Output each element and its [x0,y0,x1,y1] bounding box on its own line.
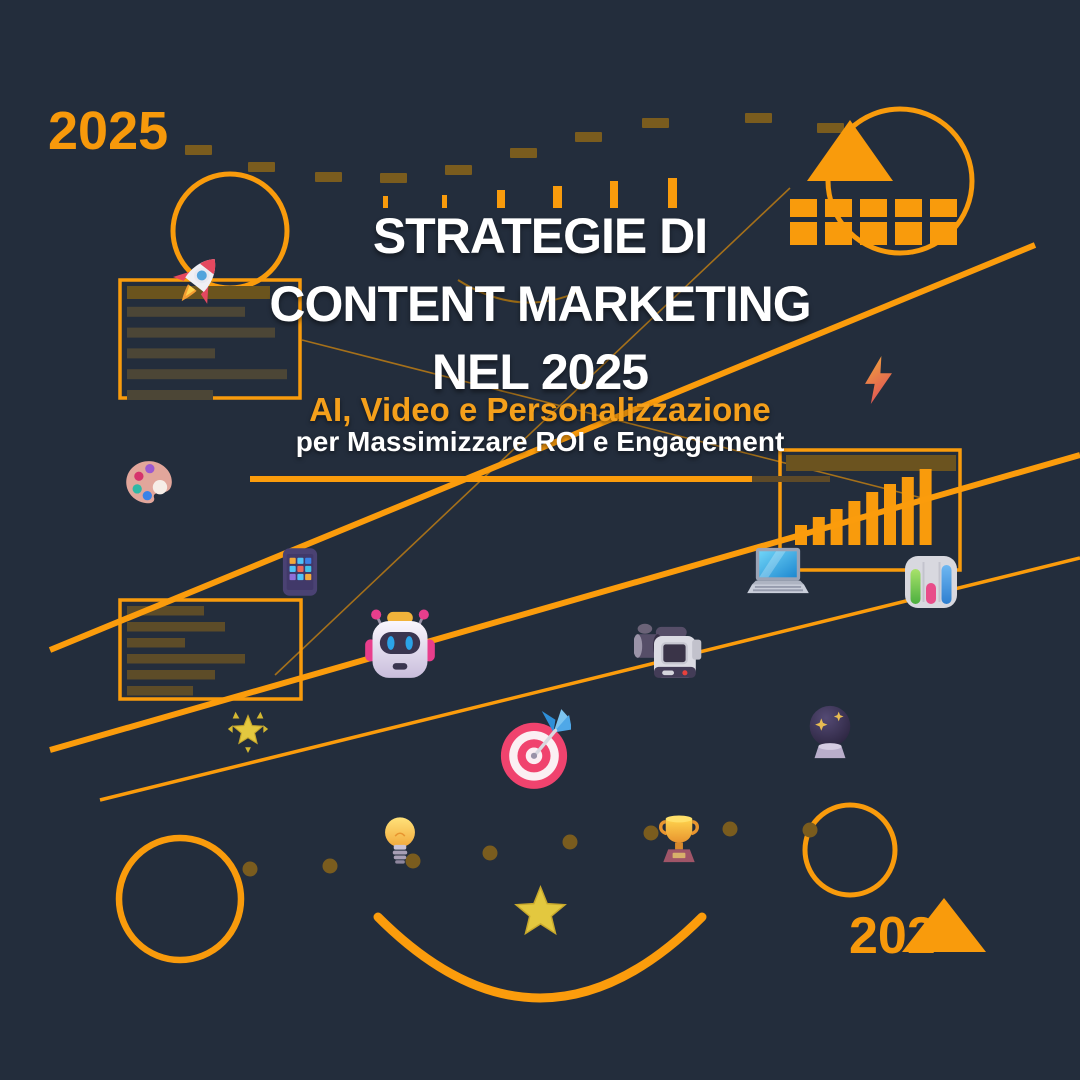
mid-left-card [118,598,303,701]
decor-bar [866,492,879,545]
subtitle-accent: AI, Video e Personalizzazione [309,391,771,428]
growth-chart-panel [778,448,962,572]
decor-bar [127,306,245,317]
dot-trail [242,821,818,877]
decor-bar [127,606,204,616]
decor-bar [919,469,932,545]
diagonal-line-upper [48,242,1037,653]
triangle-bottom-right [902,898,986,952]
block-grid [790,199,957,245]
light-bulb-icon [380,814,420,868]
target-icon [497,709,571,789]
decor-bar [127,654,245,664]
circle-bottom-left [115,834,245,964]
robot-icon [356,606,444,691]
page-title: STRATEGIE DI CONTENT MARKETING NEL 2025 [150,202,930,406]
decor-bar [127,670,215,680]
dashed-trail [185,113,844,183]
bar-chart-emoji-icon [903,554,959,610]
smartphone-icon [281,547,319,597]
top-left-card [118,278,302,400]
decor-bar [127,622,225,632]
decor-bar [884,484,896,545]
lightning-icon [862,355,895,405]
title-line-2: CONTENT MARKETING [269,276,811,332]
decor-bar [127,369,287,380]
decor-bar [497,190,505,208]
decor-bar [127,686,193,696]
decor-bar [901,477,914,545]
circle-bottom-right [802,802,898,898]
year-top-left: 2025 [48,101,169,161]
palette-icon [122,456,176,510]
laptop-icon [746,546,810,598]
decor-bar [127,327,275,338]
decor-bar [553,186,562,208]
decor-bar [383,196,388,208]
glowing-star-icon [225,706,271,754]
video-camera-icon [634,623,714,689]
decor-bar [848,501,861,545]
subtitle-secondary: per Massimizzare ROI e Engagement [295,426,785,457]
triangle-top-right [807,120,893,181]
decor-bar [610,181,618,208]
decor-bar [442,195,447,208]
trophy-icon [657,813,701,868]
title-line-1: STRATEGIE DI [372,208,708,264]
chart-header-bar [786,455,956,471]
rocket-icon [158,238,239,319]
decor-bar [127,286,270,299]
star-icon [513,885,568,938]
decor-bar [127,390,213,400]
title-line-3: NEL 2025 [431,344,649,400]
decor-bar [127,638,185,648]
decor-bar [668,178,677,208]
diagonal-line-lower [49,452,1080,753]
crystal-ball-icon [806,702,854,760]
thin-line-steep [274,187,791,676]
mini-riser-bars [383,178,677,208]
title-arc-accent [457,279,579,304]
bottom-arc [373,912,707,1003]
decor-bar [127,348,215,359]
